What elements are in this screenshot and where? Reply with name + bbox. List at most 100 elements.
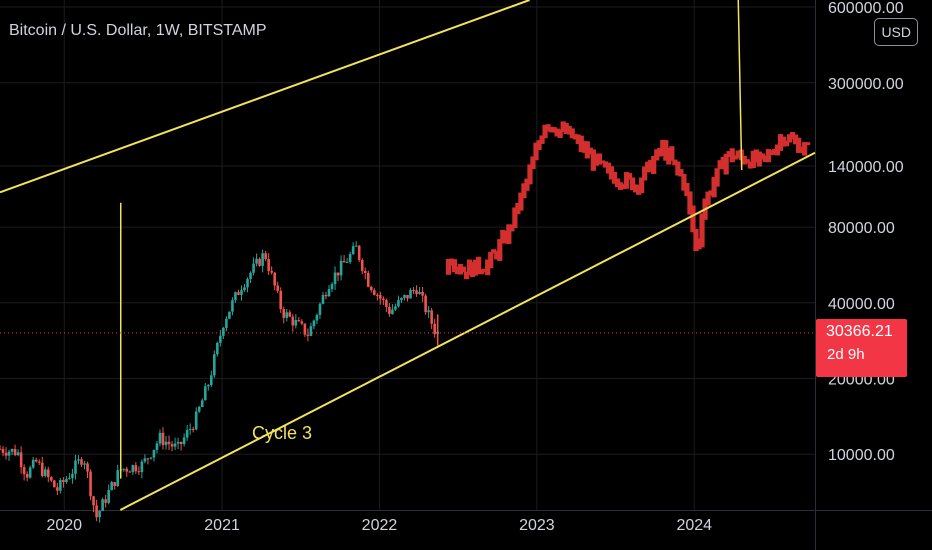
projection-bar (466, 259, 473, 276)
candle-body (71, 473, 74, 478)
projection-bar (750, 150, 756, 169)
projection-bar (539, 135, 545, 144)
currency-button[interactable]: USD (874, 18, 918, 46)
candle-body (206, 385, 210, 387)
projection-bar (448, 258, 455, 266)
projection-bar (765, 149, 772, 163)
candle-body (255, 258, 258, 264)
projection-bar (642, 166, 648, 181)
projection-bar (521, 183, 527, 199)
candle-body (137, 471, 141, 473)
candle-body (360, 259, 364, 271)
projection-bar (457, 264, 464, 275)
candle-body (258, 258, 261, 266)
y-tick-label: 140000.00 (828, 159, 904, 176)
projection-bar (548, 126, 554, 133)
candle-body (433, 323, 436, 335)
candle-body (376, 294, 379, 296)
candle-body (25, 474, 29, 478)
candle-body (246, 278, 249, 288)
candle-body (327, 289, 331, 297)
projection-bar (633, 184, 639, 193)
candle-body (86, 463, 89, 472)
candle-body (59, 479, 62, 491)
projection-bar (693, 229, 699, 252)
candle-body (240, 290, 243, 295)
candle-body (116, 470, 120, 487)
candle-body (213, 354, 216, 376)
candle-body (282, 309, 286, 318)
projection-bar (699, 213, 705, 248)
candle-body (315, 314, 319, 321)
projection-bar (482, 268, 488, 272)
bar-countdown: 2d 9h (827, 346, 865, 363)
candle-body (149, 457, 153, 459)
x-tick-label: 2020 (46, 517, 82, 534)
candle-body (37, 461, 41, 463)
x-tick-label: 2021 (204, 517, 240, 534)
candle-body (412, 290, 415, 292)
candle-body (418, 291, 421, 295)
candle-body (68, 477, 71, 479)
projection-bar (792, 134, 799, 145)
projection-bar (524, 178, 530, 191)
candle-body (333, 272, 337, 285)
projection-bar (575, 134, 581, 145)
candle-body (122, 468, 126, 470)
projection-bar (762, 155, 769, 163)
candle-body (46, 469, 50, 478)
projection-bar (714, 168, 720, 187)
candle-body (294, 320, 298, 326)
y-tick-label: 300000.00 (828, 76, 904, 93)
projection-bar (584, 141, 590, 159)
candle-body (397, 300, 400, 307)
candle-body (16, 452, 20, 456)
projection-bar (636, 184, 642, 195)
projection-bar (497, 239, 503, 261)
projection-bar (445, 258, 452, 275)
candle-body (104, 499, 107, 503)
channel-line-upper (0, 0, 530, 194)
projection-bar (729, 148, 735, 163)
candle-body (372, 290, 376, 295)
candle-body (385, 300, 388, 307)
candle-body (354, 245, 358, 247)
candle-body (209, 375, 213, 386)
projection-bar (678, 169, 684, 177)
projection-bar (470, 262, 476, 278)
projection-bar (741, 155, 747, 165)
candle-body (110, 482, 113, 491)
projection-bar (711, 176, 717, 198)
projection-bar (744, 159, 750, 164)
y-tick-label: 80000.00 (828, 220, 895, 237)
candle-body (0, 448, 2, 450)
candle-body (297, 320, 301, 322)
candle-body (197, 406, 201, 412)
projection-bar (780, 136, 787, 147)
last-price-value: 30366.21 (826, 323, 893, 340)
projection-bar (663, 140, 669, 161)
candle-body (7, 451, 11, 456)
candle-body (276, 285, 280, 291)
projection-bar (802, 142, 808, 156)
vertical-marker-line (737, 0, 743, 170)
projection-bar (566, 125, 572, 135)
candle-body (303, 323, 307, 335)
candle-body (22, 467, 26, 475)
projection-bar (557, 129, 563, 138)
candle-body (357, 245, 361, 260)
projection-bar (596, 153, 602, 165)
candle-body (28, 467, 32, 478)
candle-body (95, 505, 98, 518)
candle-body (194, 411, 198, 430)
candle-body (261, 253, 264, 266)
candle-body (312, 320, 316, 327)
projection-bar (799, 146, 805, 153)
projection-bar (614, 178, 621, 188)
candle-body (306, 334, 310, 336)
candle-body (203, 386, 207, 401)
candle-body (249, 272, 252, 279)
candle-body (366, 272, 370, 287)
